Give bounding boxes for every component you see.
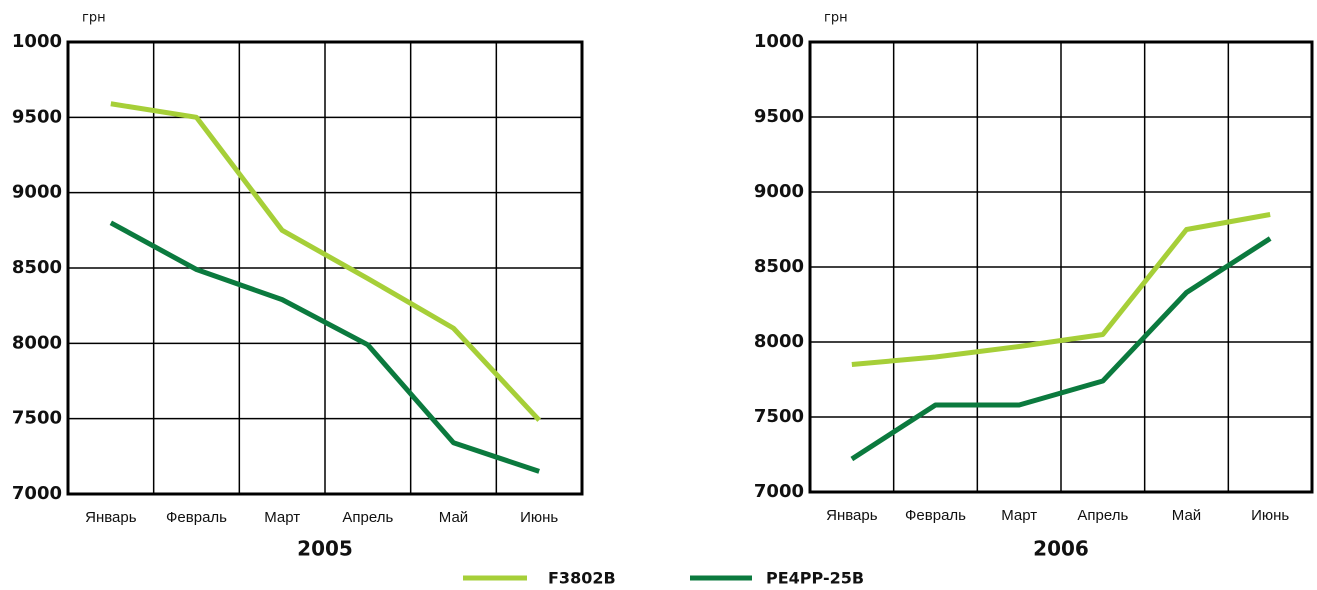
x-tick-label: Январь [85,509,137,526]
y-tick-label: 7000 [754,481,804,502]
y-tick-label: 7500 [12,408,62,429]
chart-title: 2006 [1033,537,1089,561]
x-tick-label: Май [439,509,468,526]
y-tick-label: 9000 [12,182,62,203]
x-tick-label: Февраль [905,507,966,524]
y-tick-label: 8000 [754,331,804,352]
series-line [110,101,541,422]
x-tick-label: Июнь [1251,507,1289,524]
y-tick-label: 1000 [12,31,62,52]
x-tick-label: Июнь [520,509,558,526]
plot-border [66,40,584,496]
series-line [851,212,1271,367]
x-tick-label: Май [1172,507,1201,524]
x-tick-label: Апрель [342,509,393,526]
x-tick-label: Апрель [1077,507,1128,524]
plot-border [808,40,1314,494]
y-tick-label: 7500 [754,406,804,427]
chart-title: 2005 [297,537,353,561]
x-tick-label: Февраль [166,509,227,526]
series-line [109,220,540,474]
y-tick-label: 9500 [754,106,804,127]
y-axis-unit: грн [82,11,106,26]
x-tick-label: Январь [826,507,878,524]
x-tick-label: Март [264,509,300,526]
y-tick-label: 8000 [12,332,62,353]
legend-label: F3802B [548,569,616,588]
x-tick-label: Март [1001,507,1037,524]
series-line [850,236,1272,462]
legend-label: PE4PP-25B [766,569,864,588]
y-tick-label: 8500 [754,256,804,277]
y-tick-label: 9500 [12,106,62,127]
y-tick-label: 1000 [754,31,804,52]
y-tick-label: 9000 [754,181,804,202]
y-axis-unit: грн [824,11,848,26]
y-tick-label: 7000 [12,483,62,504]
y-tick-label: 8500 [12,257,62,278]
